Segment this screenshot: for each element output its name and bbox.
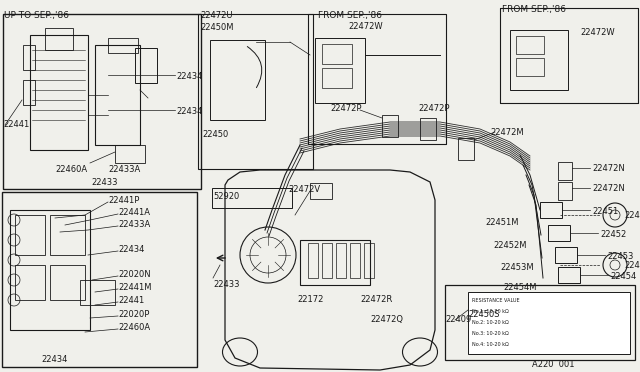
Bar [3, 14, 201, 189]
Bar [516, 36, 544, 54]
Text: 22472V: 22472V [288, 185, 320, 194]
Text: 22450: 22450 [202, 130, 228, 139]
Text: 22472N: 22472N [592, 164, 625, 173]
Text: 22401: 22401 [624, 211, 640, 220]
Text: 22454M: 22454M [503, 283, 536, 292]
Text: No.4: 10-20 kΩ: No.4: 10-20 kΩ [472, 342, 509, 347]
Text: 22450M: 22450M [200, 23, 234, 32]
Text: 22472W: 22472W [348, 22, 383, 31]
Bar [540, 202, 562, 218]
Text: 22472P: 22472P [330, 104, 362, 113]
Text: A220  001: A220 001 [532, 360, 575, 369]
Text: 22451M: 22451M [485, 218, 518, 227]
Text: 22401: 22401 [624, 261, 640, 270]
Bar [45, 28, 73, 50]
Bar [336, 243, 346, 278]
Bar [80, 280, 115, 305]
Text: 22472R: 22472R [360, 295, 392, 304]
FancyArrowPatch shape [247, 46, 262, 88]
Text: 22441: 22441 [118, 296, 144, 305]
Bar [210, 40, 265, 120]
Text: RESISTANCE VALUE: RESISTANCE VALUE [472, 298, 520, 303]
Text: 22434: 22434 [42, 355, 68, 364]
Text: 22454: 22454 [610, 272, 636, 281]
Bar [548, 225, 570, 241]
Text: 22433A: 22433A [118, 220, 150, 229]
Text: 22020N: 22020N [118, 270, 150, 279]
Text: 22434: 22434 [176, 107, 202, 116]
Text: 22472N: 22472N [592, 184, 625, 193]
Bar [510, 30, 568, 90]
Text: 22020P: 22020P [118, 310, 149, 319]
Text: 22452M: 22452M [493, 241, 527, 250]
Text: 22441: 22441 [3, 120, 29, 129]
Text: FROM SEP.,'86: FROM SEP.,'86 [502, 5, 566, 14]
Bar [23, 45, 35, 70]
Text: 22460A: 22460A [55, 165, 87, 174]
Text: 22434: 22434 [176, 72, 202, 81]
Text: No.3: 10-20 kΩ: No.3: 10-20 kΩ [472, 331, 509, 336]
Text: 22453M: 22453M [500, 263, 534, 272]
Bar [322, 243, 332, 278]
Bar [300, 240, 370, 285]
Bar [558, 162, 572, 180]
Text: 22433: 22433 [92, 178, 118, 187]
Text: 22433A: 22433A [108, 165, 140, 174]
Bar [558, 267, 580, 283]
Bar [558, 182, 572, 200]
Text: 22441P: 22441P [108, 196, 140, 205]
Text: 22472U: 22472U [200, 11, 232, 20]
Text: 22472P: 22472P [418, 104, 449, 113]
Bar [420, 118, 436, 140]
Bar [555, 247, 577, 263]
Text: 22451: 22451 [592, 207, 618, 216]
Bar [445, 285, 635, 360]
Bar [198, 14, 313, 169]
Text: No.1: 10-20 kΩ: No.1: 10-20 kΩ [472, 309, 509, 314]
Bar [322, 44, 352, 64]
Text: 22453: 22453 [607, 252, 634, 261]
Bar [308, 243, 318, 278]
Text: 22472Q: 22472Q [370, 315, 403, 324]
Text: 22450S: 22450S [468, 310, 499, 319]
Bar [30, 35, 88, 150]
Bar [458, 138, 474, 160]
Bar [322, 68, 352, 88]
Text: 52920: 52920 [213, 192, 239, 201]
Bar [10, 210, 90, 330]
Text: 22172: 22172 [297, 295, 323, 304]
Text: 22472W: 22472W [580, 28, 614, 37]
Text: FROM SEP.,'86: FROM SEP.,'86 [318, 11, 382, 20]
Bar [516, 58, 544, 76]
Text: 22441A: 22441A [118, 208, 150, 217]
Text: 22472M: 22472M [490, 128, 524, 137]
Bar [364, 243, 374, 278]
Bar [15, 215, 45, 255]
Text: 22452: 22452 [600, 230, 627, 239]
Text: 22433: 22433 [213, 280, 239, 289]
Bar [23, 80, 35, 105]
FancyBboxPatch shape [468, 292, 630, 354]
Text: UP TO SEP.,'86: UP TO SEP.,'86 [4, 11, 69, 20]
Bar [108, 38, 138, 53]
Bar [350, 243, 360, 278]
Bar [315, 38, 365, 103]
Bar [310, 183, 332, 199]
Bar [50, 265, 85, 300]
Text: 22409: 22409 [445, 315, 471, 324]
Bar [212, 188, 292, 208]
Text: No.2: 10-20 kΩ: No.2: 10-20 kΩ [472, 320, 509, 325]
Text: 22441M: 22441M [118, 283, 152, 292]
Bar [500, 8, 638, 103]
Bar [2, 192, 197, 367]
Bar [50, 215, 85, 255]
Bar [135, 48, 157, 83]
Text: 22434: 22434 [118, 245, 145, 254]
Bar [382, 115, 398, 137]
Bar [308, 14, 446, 144]
Bar [15, 265, 45, 300]
Text: 22460A: 22460A [118, 323, 150, 332]
Bar [95, 45, 140, 145]
Bar [115, 145, 145, 163]
